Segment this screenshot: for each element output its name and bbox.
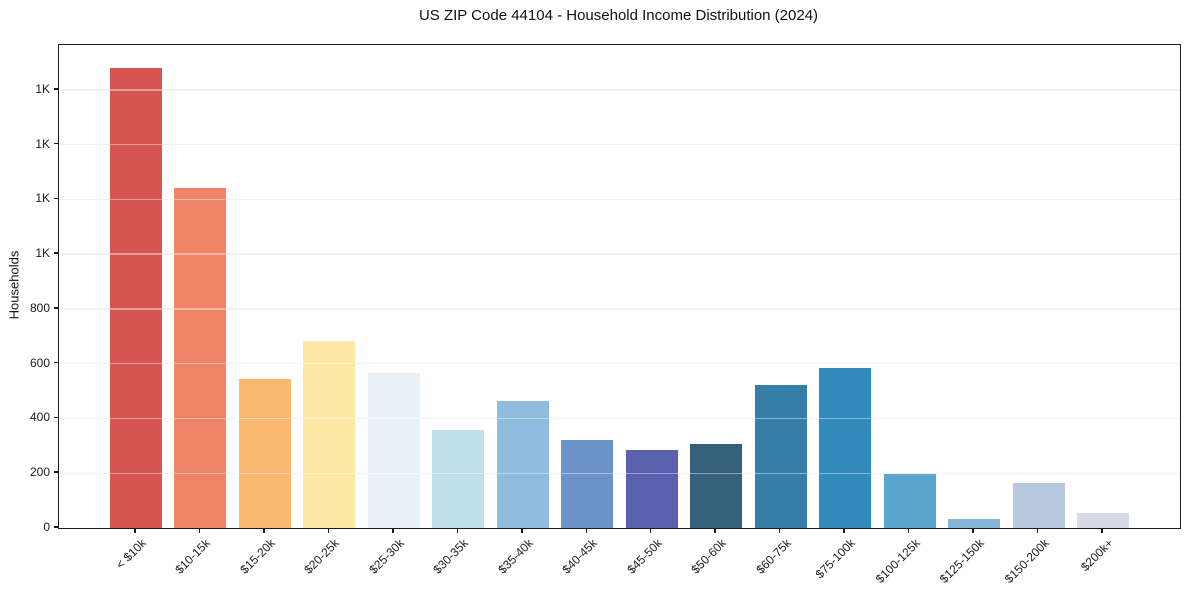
y-tick-mark	[53, 361, 58, 364]
bar	[432, 430, 485, 528]
gridline	[59, 198, 1180, 201]
y-tick-mark	[53, 526, 58, 528]
bar	[690, 444, 743, 528]
gridline	[59, 143, 1180, 146]
bar	[561, 439, 614, 528]
gridline	[59, 308, 1180, 310]
y-tick-mark	[53, 307, 58, 309]
bar	[238, 378, 291, 528]
bar	[883, 473, 936, 528]
bar	[1077, 512, 1130, 528]
x-tick-mark	[198, 528, 200, 533]
x-tick-mark	[392, 528, 394, 533]
gridline	[59, 417, 1180, 420]
x-tick-label: $20-25k	[301, 535, 343, 577]
gridline-overlay	[59, 363, 1180, 365]
gridline-overlay	[59, 198, 1180, 201]
bar	[1012, 483, 1065, 528]
x-tick-label: $75-100k	[812, 535, 859, 581]
y-tick-label: 800	[29, 300, 50, 315]
bar	[303, 340, 356, 528]
chart-title: US ZIP Code 44104 - Household Income Dis…	[418, 7, 819, 24]
x-tick-label: < $10k	[113, 535, 149, 572]
bar	[367, 373, 420, 528]
x-tick-label: $10-15k	[172, 535, 214, 577]
x-tick-label: $100-125k	[872, 535, 923, 586]
x-tick-mark	[649, 528, 652, 533]
x-tick-mark	[907, 528, 910, 533]
y-tick-label: 1K	[35, 136, 50, 151]
y-tick-mark	[53, 252, 58, 254]
gridline	[59, 472, 1180, 474]
x-tick-mark	[263, 528, 265, 533]
bar	[625, 450, 678, 528]
x-tick-label: $150-200k	[1001, 535, 1052, 586]
bar	[496, 400, 549, 528]
bar	[109, 68, 162, 528]
x-tick-mark	[134, 528, 136, 533]
y-tick-label: 1K	[35, 191, 50, 206]
x-tick-mark	[843, 528, 845, 533]
x-tick-label: $45-50k	[624, 535, 665, 577]
y-tick-label: 1K	[35, 246, 50, 261]
x-tick-label: $200k+	[1078, 535, 1117, 574]
plot-area	[58, 44, 1181, 529]
gridline-overlay	[59, 143, 1180, 146]
x-tick-mark	[972, 528, 974, 533]
y-tick-label: 400	[29, 410, 50, 425]
x-tick-mark	[714, 528, 716, 533]
x-tick-mark	[327, 528, 329, 533]
x-tick-label: $125-150k	[937, 535, 988, 586]
x-tick-label: $60-75k	[753, 535, 794, 577]
gridline-overlay	[59, 417, 1180, 420]
y-tick-label: 1K	[35, 81, 50, 96]
y-tick-label: 0	[43, 520, 50, 534]
x-tick-label: $35-40k	[495, 535, 536, 577]
gridline-overlay	[59, 89, 1180, 91]
y-tick-label: 200	[29, 465, 50, 480]
y-tick-mark	[53, 88, 58, 90]
gridline-overlay	[59, 253, 1180, 255]
gridline	[59, 89, 1180, 91]
gridline	[59, 363, 1180, 365]
x-tick-label: $25-30k	[366, 535, 407, 577]
gridline-overlay	[59, 472, 1180, 474]
x-tick-label: $30-35k	[430, 535, 472, 577]
y-tick-mark	[53, 471, 58, 473]
y-tick-mark	[53, 142, 58, 145]
x-tick-label: $40-45k	[559, 535, 601, 577]
bar	[948, 519, 1001, 528]
y-tick-mark	[53, 197, 58, 200]
y-tick-label: 600	[29, 355, 50, 370]
x-tick-label: $50-60k	[688, 535, 730, 577]
x-tick-mark	[778, 528, 781, 533]
x-tick-mark	[456, 528, 458, 533]
x-tick-mark	[521, 528, 523, 533]
x-tick-mark	[1101, 528, 1103, 533]
x-tick-label: $15-20k	[237, 535, 278, 577]
x-tick-mark	[1036, 528, 1039, 533]
bar	[819, 368, 872, 528]
gridline-overlay	[59, 308, 1180, 310]
gridline	[59, 253, 1180, 255]
bar	[754, 384, 807, 528]
bar	[174, 187, 227, 528]
y-tick-mark	[53, 416, 58, 419]
x-tick-mark	[585, 528, 587, 533]
